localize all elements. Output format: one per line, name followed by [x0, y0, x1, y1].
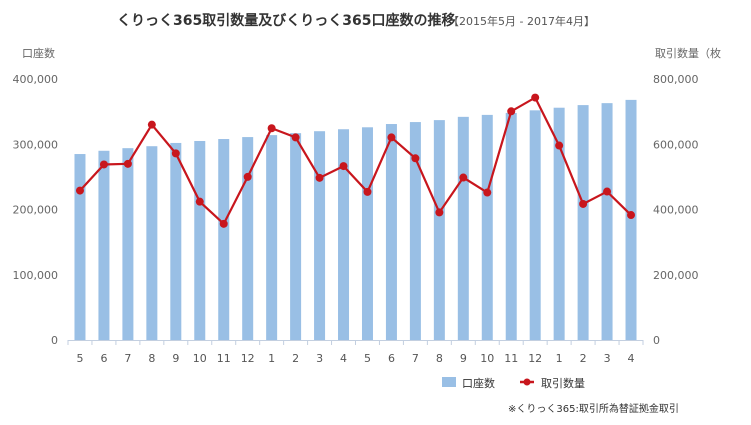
x-tick-label: 1: [556, 352, 563, 365]
line-point-15: [435, 208, 444, 217]
bar-19: [529, 110, 541, 340]
bar-0: [74, 154, 86, 340]
line-point-13: [387, 133, 396, 142]
line-point-6: [219, 219, 228, 228]
x-tick-label: 10: [480, 352, 494, 365]
bar-17: [481, 114, 493, 340]
legend-bar-swatch: [442, 377, 456, 387]
x-tick-label: 5: [364, 352, 371, 365]
line-point-4: [171, 149, 180, 158]
line-point-23: [627, 211, 636, 220]
line-point-10: [315, 173, 324, 182]
bar-4: [170, 142, 182, 340]
line-point-16: [459, 173, 468, 182]
line-series: [79, 96, 632, 226]
x-tick-label: 5: [76, 352, 83, 365]
left-tick-label: 0: [51, 334, 58, 347]
x-tick-label: 12: [241, 352, 255, 365]
x-tick-label: 4: [340, 352, 347, 365]
x-tick-label: 6: [100, 352, 107, 365]
bar-12: [361, 127, 373, 340]
bar-22: [601, 103, 613, 340]
x-tick-label: 11: [217, 352, 231, 365]
x-tick-label: 8: [436, 352, 443, 365]
line-point-20: [555, 141, 564, 150]
line-point-7: [243, 172, 252, 181]
bar-14: [409, 122, 421, 340]
bar-7: [242, 137, 254, 340]
x-tick-label: 12: [528, 352, 542, 365]
left-tick-label: 300,000: [13, 138, 59, 151]
bar-15: [433, 120, 445, 340]
bar-9: [290, 133, 302, 340]
right-tick-label: 200,000: [653, 269, 699, 282]
x-tick-label: 9: [460, 352, 467, 365]
bar-5: [194, 140, 206, 340]
line-point-1: [99, 160, 108, 169]
chart-title: くりっく365取引数量及びくりっく365口座数の推移: [117, 12, 455, 29]
x-tick-label: 10: [193, 352, 207, 365]
x-tick-label: 4: [628, 352, 635, 365]
x-tick-label: 6: [388, 352, 395, 365]
bar-21: [577, 105, 589, 340]
line-point-17: [483, 188, 492, 197]
x-tick-label: 7: [124, 352, 131, 365]
bar-1: [98, 150, 110, 340]
x-tick-label: 11: [504, 352, 518, 365]
bar-3: [146, 146, 158, 340]
right-tick-label: 0: [653, 334, 660, 347]
line-point-8: [267, 124, 276, 133]
legend-line-marker: [523, 378, 531, 386]
x-tick-label: 1: [268, 352, 275, 365]
legend-line-label: 取引数量: [541, 376, 585, 390]
right-axis-title: 取引数量（枚: [655, 46, 721, 60]
line-point-18: [507, 107, 516, 116]
bar-8: [266, 135, 278, 340]
line-point-5: [195, 197, 204, 206]
line-point-2: [123, 159, 132, 168]
bar-10: [314, 131, 326, 340]
bar-16: [457, 116, 469, 340]
bar-20: [553, 107, 565, 341]
line-point-14: [411, 154, 420, 163]
left-axis-title: 口座数: [22, 46, 55, 60]
source-note: ※くりっく365:取引所為替証拠金取引: [508, 402, 679, 415]
legend-bar-label: 口座数: [462, 376, 495, 390]
line-point-3: [147, 120, 156, 129]
line-point-9: [291, 133, 300, 142]
line-point-21: [579, 199, 588, 208]
x-tick-label: 2: [292, 352, 299, 365]
x-tick-label: 9: [172, 352, 179, 365]
line-point-0: [75, 186, 84, 195]
chart-subtitle: 【2015年5月 - 2017年4月】: [448, 14, 595, 28]
x-tick-label: 7: [412, 352, 419, 365]
x-tick-label: 8: [148, 352, 155, 365]
x-tick-label: 3: [604, 352, 611, 365]
line-point-12: [363, 187, 372, 196]
line-point-19: [531, 93, 540, 102]
bar-13: [385, 124, 397, 341]
left-tick-label: 400,000: [13, 73, 59, 86]
line-point-11: [339, 162, 348, 171]
x-tick-label: 2: [580, 352, 587, 365]
right-tick-label: 400,000: [653, 204, 699, 217]
bar-18: [505, 112, 517, 341]
left-tick-label: 200,000: [13, 204, 59, 217]
x-tick-label: 3: [316, 352, 323, 365]
right-tick-label: 800,000: [653, 73, 699, 86]
bar-23: [625, 99, 637, 340]
right-tick-label: 600,000: [653, 138, 699, 151]
line-point-22: [603, 187, 612, 196]
bar-2: [122, 148, 134, 340]
bar-11: [338, 129, 350, 340]
bar-6: [218, 139, 230, 340]
left-tick-label: 100,000: [13, 269, 59, 282]
